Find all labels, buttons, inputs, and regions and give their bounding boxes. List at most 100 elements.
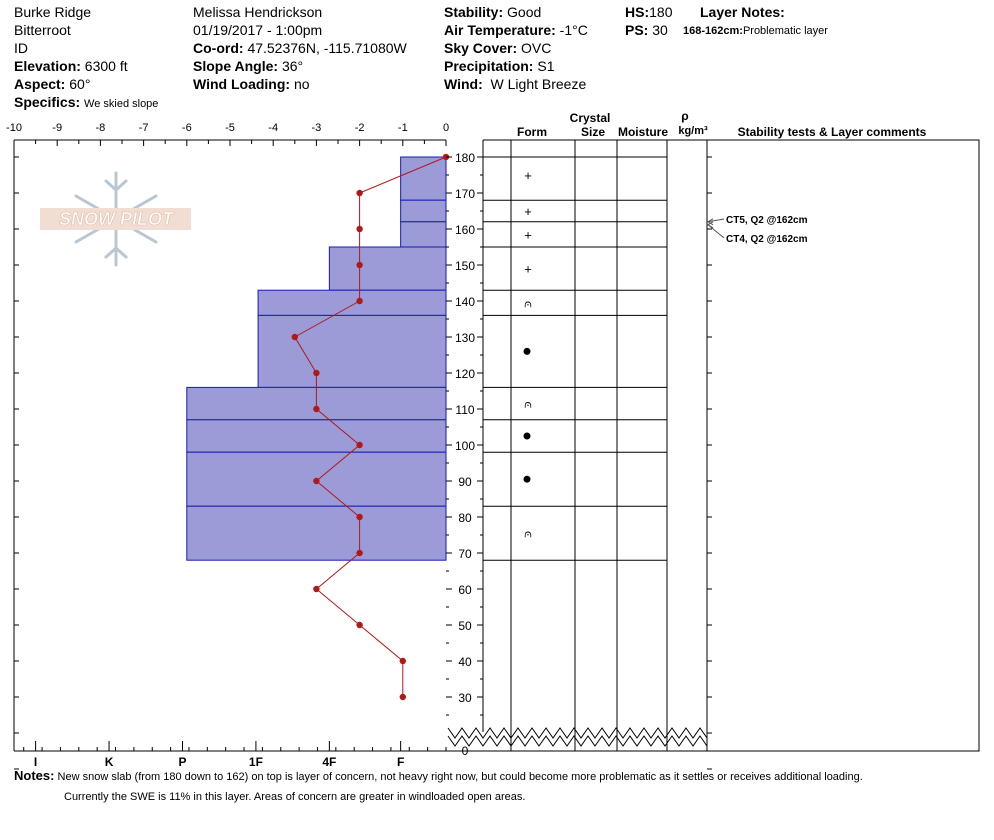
- temperature-tick-label: -3: [312, 122, 322, 134]
- hardness-tick-label: 4F: [322, 755, 336, 769]
- grain-rounded-icon: [523, 432, 531, 440]
- depth-tick-label: 100: [455, 439, 475, 453]
- depth-axis: 180 170 160 150 140 130 120 110 100 90 80 70 60 50 40 3…: [446, 151, 712, 770]
- depth-tick-label: 80: [458, 511, 472, 525]
- depth-tick-label: 120: [455, 367, 475, 381]
- hardness-bars: [186, 156, 447, 561]
- depth-tick-label: 170: [455, 187, 475, 201]
- temperature-tick-label: -9: [52, 122, 62, 134]
- depth-tick-label: 110: [455, 403, 474, 417]
- temperature-tick-label: -5: [225, 122, 235, 134]
- site-info: Burke Ridge Bitterroot ID Elevation: 630…: [14, 3, 158, 113]
- state: ID: [14, 40, 28, 56]
- crystal-table: [446, 139, 980, 752]
- precipitation: Precipitation: S1: [444, 58, 555, 74]
- temperature-profile: [291, 153, 450, 701]
- arrow-head-icon: [707, 218, 714, 226]
- grain-faceted-rounded-icon: ⩀: [524, 298, 532, 310]
- notes-label: Notes:: [14, 768, 55, 783]
- temperature-point: [356, 441, 363, 449]
- hardness-layer: [400, 221, 447, 248]
- temperature-point: [291, 333, 298, 341]
- wind-loading: Wind Loading: no: [193, 76, 310, 92]
- depth-tick-label: 160: [455, 223, 475, 237]
- hardness-layer: [257, 314, 447, 388]
- temperature-point: [356, 189, 363, 197]
- stability-comments-box: [706, 139, 980, 752]
- hardness-layer: [186, 419, 447, 453]
- temperature-point: [313, 477, 320, 485]
- ps: PS: 30: [625, 22, 668, 38]
- layer-notes: Layer Notes:: [700, 3, 785, 21]
- temperature-tick-label: -2: [355, 122, 365, 134]
- hs: HS:180: [625, 4, 673, 20]
- temperature-point: [356, 513, 363, 521]
- layer-note-text: Problematic layer: [742, 25, 828, 37]
- coordinates: Co-ord: 47.52376N, -115.71080W: [193, 40, 407, 56]
- depth-tick-label: 70: [458, 547, 472, 561]
- stability-test-arrow: [707, 218, 725, 223]
- hardness-layer: [400, 156, 447, 201]
- hardness-tick-label: K: [105, 755, 114, 769]
- wind: Wind: W Light Breeze: [444, 76, 587, 92]
- axis-break-upper: [447, 727, 708, 739]
- temperature-point: [313, 585, 320, 593]
- depth-tick-label: 40: [458, 655, 472, 669]
- air-temperature: Air Temperature: -1°C: [444, 22, 588, 38]
- temperature-tick-label: 0: [443, 122, 449, 134]
- depth-tick-label: 150: [455, 259, 475, 273]
- sky-cover: Sky Cover: OVC: [444, 40, 552, 56]
- grain-rounded-icon: [523, 347, 531, 355]
- grain-precip-particle-icon: +: [524, 168, 532, 183]
- grain-faceted-rounded-icon: ⩀: [524, 399, 532, 411]
- temperature-point: [356, 297, 363, 305]
- depth-tick-label: 180: [455, 151, 475, 165]
- hardness-layer: [186, 505, 447, 561]
- hardness-layer: [400, 199, 447, 223]
- hardness-tick-label: F: [397, 755, 404, 769]
- hardness-tick-label: 1F: [249, 755, 263, 769]
- observer-name: Melissa Hendrickson: [193, 4, 323, 20]
- temperature-point: [313, 405, 320, 413]
- layer-note-range: 168-162cm:: [683, 25, 743, 37]
- elevation: Elevation: 6300 ft: [14, 58, 128, 74]
- hardness-layer: [257, 289, 447, 316]
- depth-tick-label: 0: [462, 744, 469, 758]
- stability: Stability: Good: [444, 4, 542, 20]
- notes: Notes: New snow slab (from 180 down to 1…: [14, 766, 984, 807]
- stability-test-label: CT4, Q2 @162cm: [726, 234, 808, 245]
- stability-test-label: CT5, Q2 @162cm: [726, 215, 808, 226]
- hardness-layer: [328, 246, 447, 291]
- header-moisture: Moisture: [618, 125, 668, 139]
- temperature-point: [399, 657, 406, 665]
- axis-break-lower: [447, 735, 708, 747]
- temperature-tick-label: -1: [398, 122, 408, 134]
- layer-note-entry: 168-162cm:Problematic layer: [683, 22, 828, 40]
- temperature-point: [356, 549, 363, 557]
- logo-text: SNOW PILOT: [59, 209, 175, 229]
- depth-tick-label: 140: [455, 295, 475, 309]
- snowpack-info: HS:180 PS: 30: [625, 3, 672, 39]
- hardness-tick-label: I: [34, 755, 37, 769]
- temperature-tick-label: -10: [6, 122, 22, 134]
- header-rho: ρ: [681, 109, 688, 123]
- temperature-point: [313, 369, 320, 377]
- specifics: Specifics: We skied slope: [14, 94, 159, 110]
- grain-faceted-rounded-icon: ⩀: [524, 528, 532, 540]
- depth-tick-label: 50: [458, 619, 472, 633]
- notes-line-1: Notes: New snow slab (from 180 down to 1…: [14, 768, 863, 783]
- temperature-tick-label: -7: [139, 122, 149, 134]
- stability-test-arrow: [707, 224, 725, 239]
- depth-tick-label: 30: [458, 691, 472, 705]
- notes-line-2: Currently the SWE is 11% in this layer. …: [64, 791, 526, 803]
- slope-angle: Slope Angle: 36°: [193, 58, 304, 74]
- layer-notes-title: Layer Notes:: [700, 4, 785, 20]
- temperature-line: [294, 156, 447, 697]
- depth-tick-label: 60: [458, 583, 472, 597]
- header-density-unit: kg/m³: [678, 125, 708, 137]
- grain-precip-particle-icon: +: [524, 262, 532, 277]
- grain-precip-particle-icon: +: [524, 204, 532, 219]
- depth-tick-label: 90: [458, 475, 472, 489]
- grain-precip-particle-icon: +: [524, 227, 532, 242]
